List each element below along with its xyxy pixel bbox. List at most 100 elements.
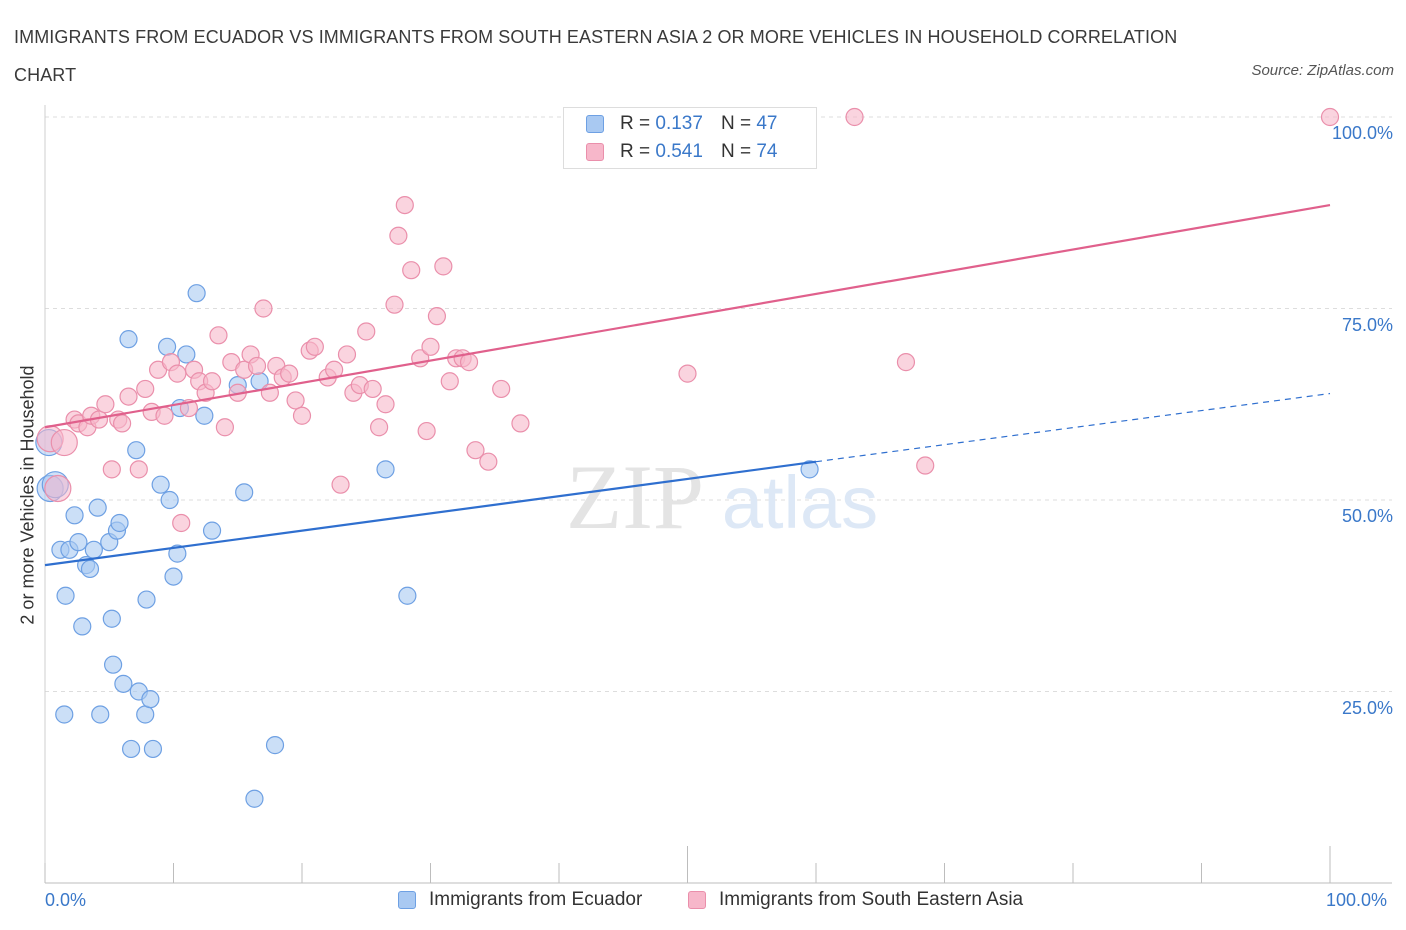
data-point-sea (402, 261, 421, 280)
r-value: 0.137 (655, 113, 703, 134)
data-point-sea (389, 226, 408, 245)
data-point-ecuador (137, 590, 156, 609)
data-point-ecuador (119, 330, 138, 349)
trend-line-ecuador (44, 460, 817, 567)
data-point-sea (96, 395, 115, 414)
n-value: 74 (756, 141, 778, 162)
data-point-ecuador (69, 533, 88, 552)
data-point-sea (417, 421, 436, 441)
data-point-sea (357, 322, 376, 341)
data-point-ecuador (88, 498, 107, 517)
data-point-ecuador (80, 559, 100, 579)
data-point-sea (155, 406, 174, 425)
watermark: ZIP atlas (566, 446, 878, 548)
data-point-sea (440, 372, 459, 391)
data-point-ecuador (65, 506, 84, 525)
data-point-sea (370, 418, 389, 437)
data-point-sea (280, 364, 299, 383)
data-point-ecuador (265, 736, 285, 755)
grid-lines (45, 116, 1392, 692)
data-point-ecuador (235, 483, 254, 502)
data-point-ecuador (102, 609, 121, 628)
chart-title: IMMIGRANTS FROM ECUADOR VS IMMIGRANTS FR… (14, 27, 1178, 85)
data-point-ecuador (91, 705, 110, 724)
data-point-ecuador (168, 544, 187, 563)
data-point-sea (466, 441, 485, 460)
legend-swatch-ecuador (398, 891, 416, 909)
data-point-ecuador (398, 586, 417, 605)
data-point-sea (459, 353, 479, 372)
data-point-ecuador (202, 521, 222, 540)
data-point-ecuador (104, 655, 123, 674)
data-point-ecuador (195, 406, 214, 425)
n-value: 47 (756, 113, 778, 134)
legend-item-ecuador[interactable]: Immigrants from Ecuador (398, 889, 642, 911)
data-point-sea (202, 372, 222, 391)
chart-source: Source: ZipAtlas.com (1251, 62, 1394, 79)
data-point-sea (1320, 107, 1340, 127)
data-point-sea (50, 428, 78, 457)
data-point-sea (254, 299, 273, 318)
legend-label-sea: Immigrants from South Eastern Asia (719, 889, 1024, 910)
data-point-sea (112, 414, 132, 433)
y-tick-label: 75.0% (1341, 314, 1393, 335)
y-axis-label: 2 or more Vehicles in Household (17, 365, 38, 625)
data-point-sea (421, 337, 440, 356)
data-point-sea (247, 356, 267, 376)
legend-swatch-ecuador (586, 115, 604, 133)
series-legend: Immigrants from Ecuador Immigrants from … (0, 889, 1406, 915)
data-point-sea (363, 379, 382, 399)
data-point-sea (376, 395, 395, 414)
data-point-sea (385, 295, 404, 314)
data-point-sea (292, 406, 312, 425)
data-point-sea (479, 452, 498, 471)
data-point-sea (44, 474, 72, 503)
data-point-sea (172, 513, 191, 533)
data-point-ecuador (55, 705, 74, 724)
data-point-ecuador (177, 345, 196, 364)
data-point-sea (305, 337, 324, 356)
legend-label-ecuador: Immigrants from Ecuador (429, 889, 643, 910)
data-point-sea (678, 364, 697, 383)
data-point-ecuador (143, 739, 163, 759)
data-point-sea (916, 456, 935, 475)
data-point-sea (511, 414, 530, 433)
legend-swatch-sea (688, 891, 706, 909)
stats-legend: R = 0.137 N = 47 R = 0.541 N = 74 (563, 107, 817, 169)
legend-swatch-sea (586, 143, 604, 161)
data-point-sea (395, 195, 414, 215)
data-point-sea (129, 460, 148, 479)
y-tick-label: 50.0% (1341, 506, 1393, 526)
data-point-ecuador (160, 490, 179, 510)
data-point-sea (286, 391, 305, 410)
trend-lines (44, 204, 1331, 567)
data-point-ecuador (141, 690, 160, 709)
data-point-ecuador (84, 540, 103, 559)
x-tick-label-min: 0.0% (45, 890, 87, 910)
data-point-ecuador (800, 460, 819, 479)
stats-legend-row-sea: R = 0.541 N = 74 (586, 140, 777, 164)
trend-line-ecuador-extension (815, 392, 1331, 463)
r-label: R = (620, 141, 651, 162)
data-point-sea (136, 379, 155, 399)
data-point-sea (427, 307, 447, 326)
legend-item-sea[interactable]: Immigrants from South Eastern Asia (688, 889, 1023, 911)
data-point-sea (102, 460, 121, 479)
data-point-sea (168, 364, 187, 383)
data-point-sea (492, 379, 511, 399)
r-label: R = (620, 113, 651, 134)
y-tick-label: 25.0% (1341, 697, 1393, 718)
data-point-sea (119, 387, 138, 406)
data-point-ecuador (157, 337, 177, 356)
data-point-sea (434, 257, 453, 276)
trend-line-sea (44, 204, 1331, 429)
stats-legend-row-ecuador: R = 0.137 N = 47 (586, 112, 777, 136)
y-tick-label: 100.0% (1331, 123, 1393, 143)
data-point-ecuador (151, 475, 170, 494)
x-tick-label-max: 100.0% (1326, 890, 1388, 910)
watermark-atlas: atlas (722, 461, 878, 544)
data-point-ecuador (245, 789, 264, 808)
n-label: N = (720, 141, 752, 162)
data-point-ecuador (73, 617, 92, 636)
